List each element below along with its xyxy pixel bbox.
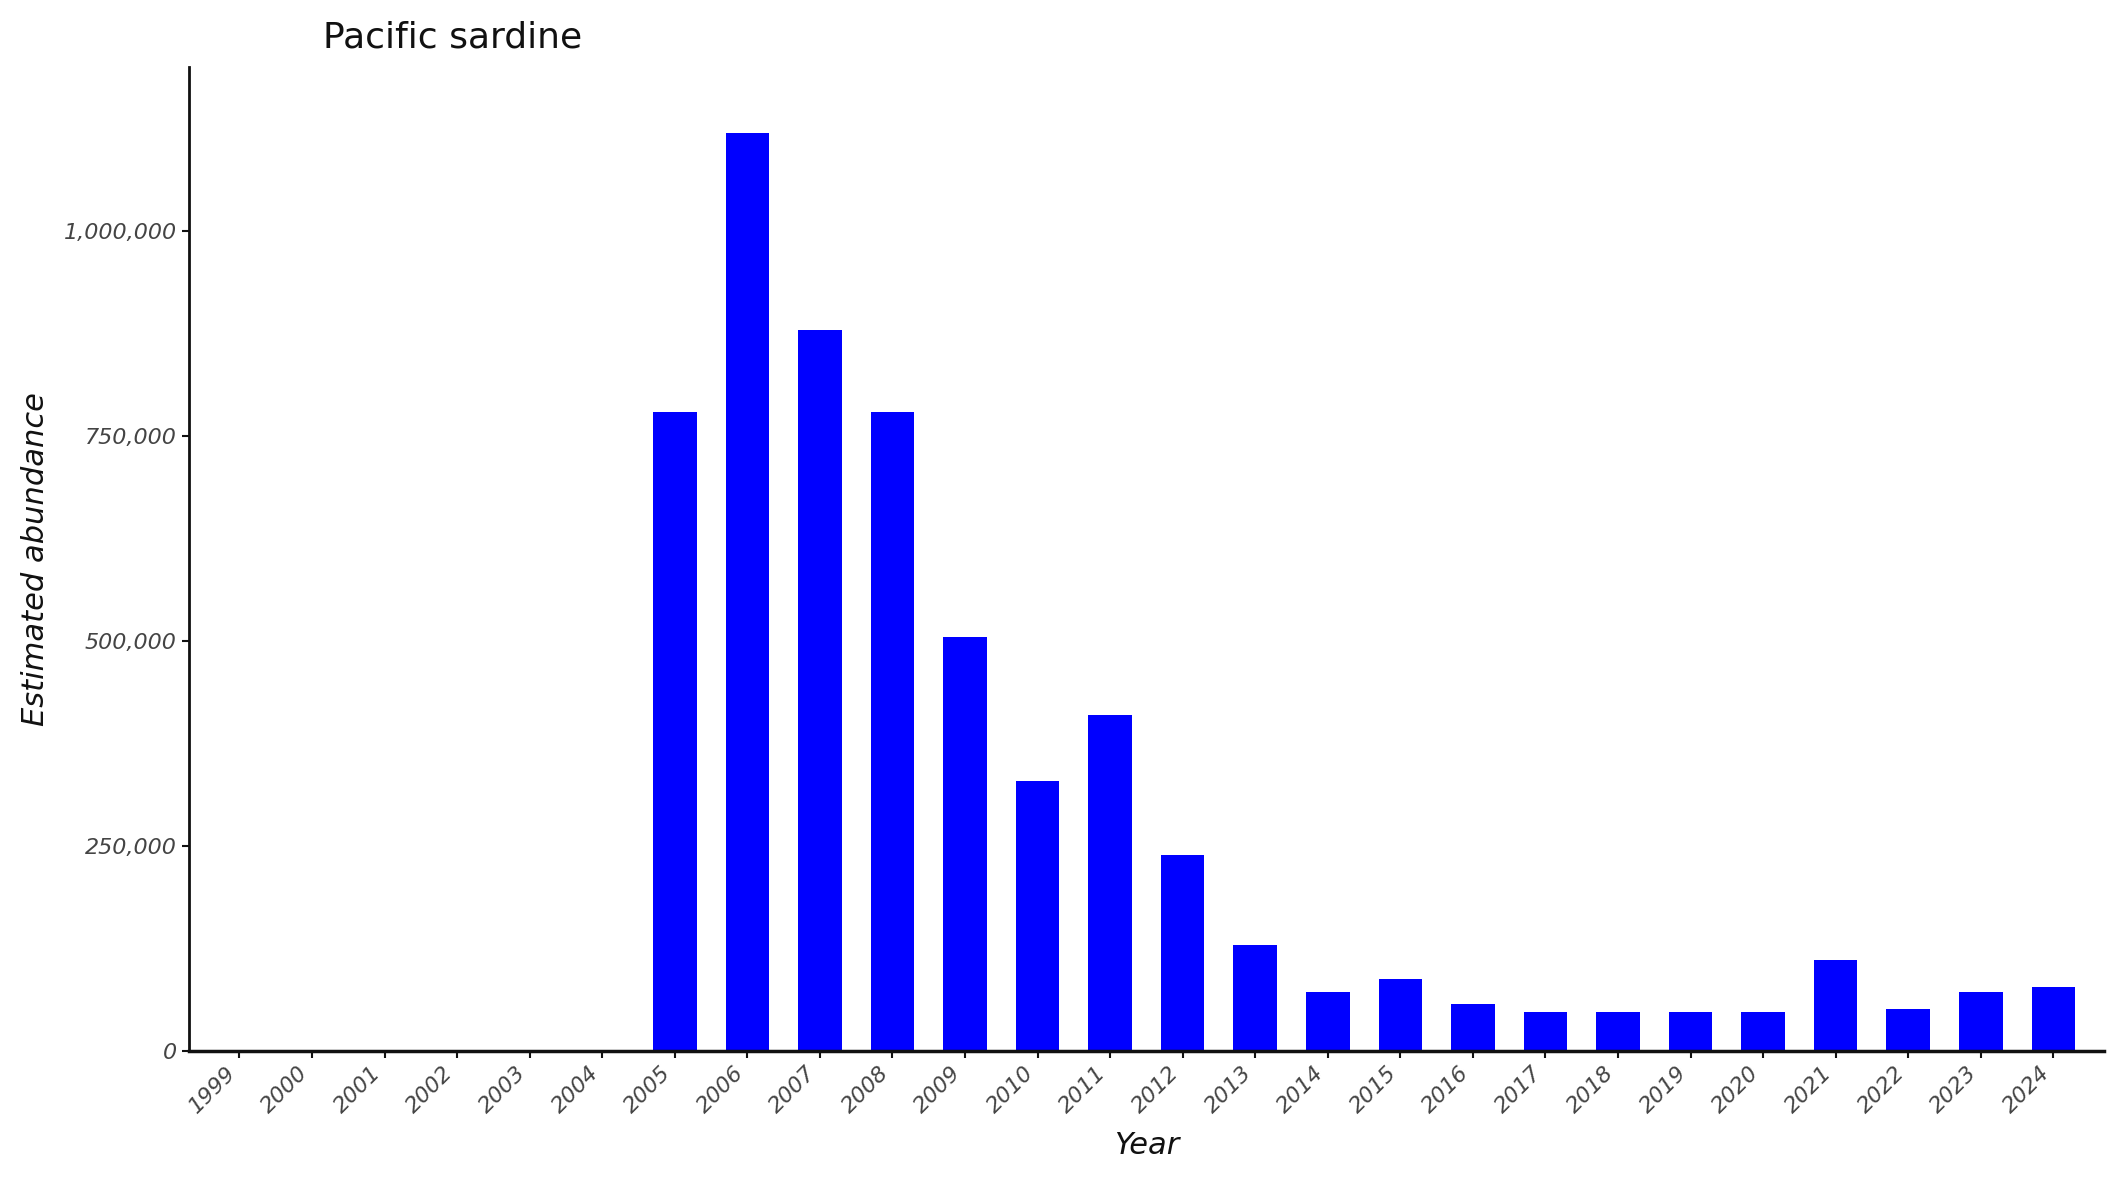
Bar [1016,781,1060,1051]
Bar [871,412,914,1051]
Bar [1307,992,1349,1051]
Bar [1815,959,1857,1051]
Bar [1887,1009,1930,1051]
Bar [944,638,986,1051]
X-axis label: Year: Year [1114,1131,1179,1160]
Bar [1524,1012,1568,1051]
Bar [652,412,697,1051]
Bar [1451,1004,1494,1051]
Bar [2032,987,2076,1051]
Bar [1959,992,2002,1051]
Bar [725,133,769,1051]
Bar [1740,1012,1785,1051]
Bar [1160,855,1205,1051]
Text: Pacific sardine: Pacific sardine [323,21,582,54]
Bar [1232,945,1277,1051]
Bar [1379,979,1422,1051]
Bar [1596,1012,1640,1051]
Y-axis label: Estimated abundance: Estimated abundance [21,392,49,726]
Bar [1088,716,1133,1051]
Bar [799,329,842,1051]
Bar [1668,1012,1713,1051]
